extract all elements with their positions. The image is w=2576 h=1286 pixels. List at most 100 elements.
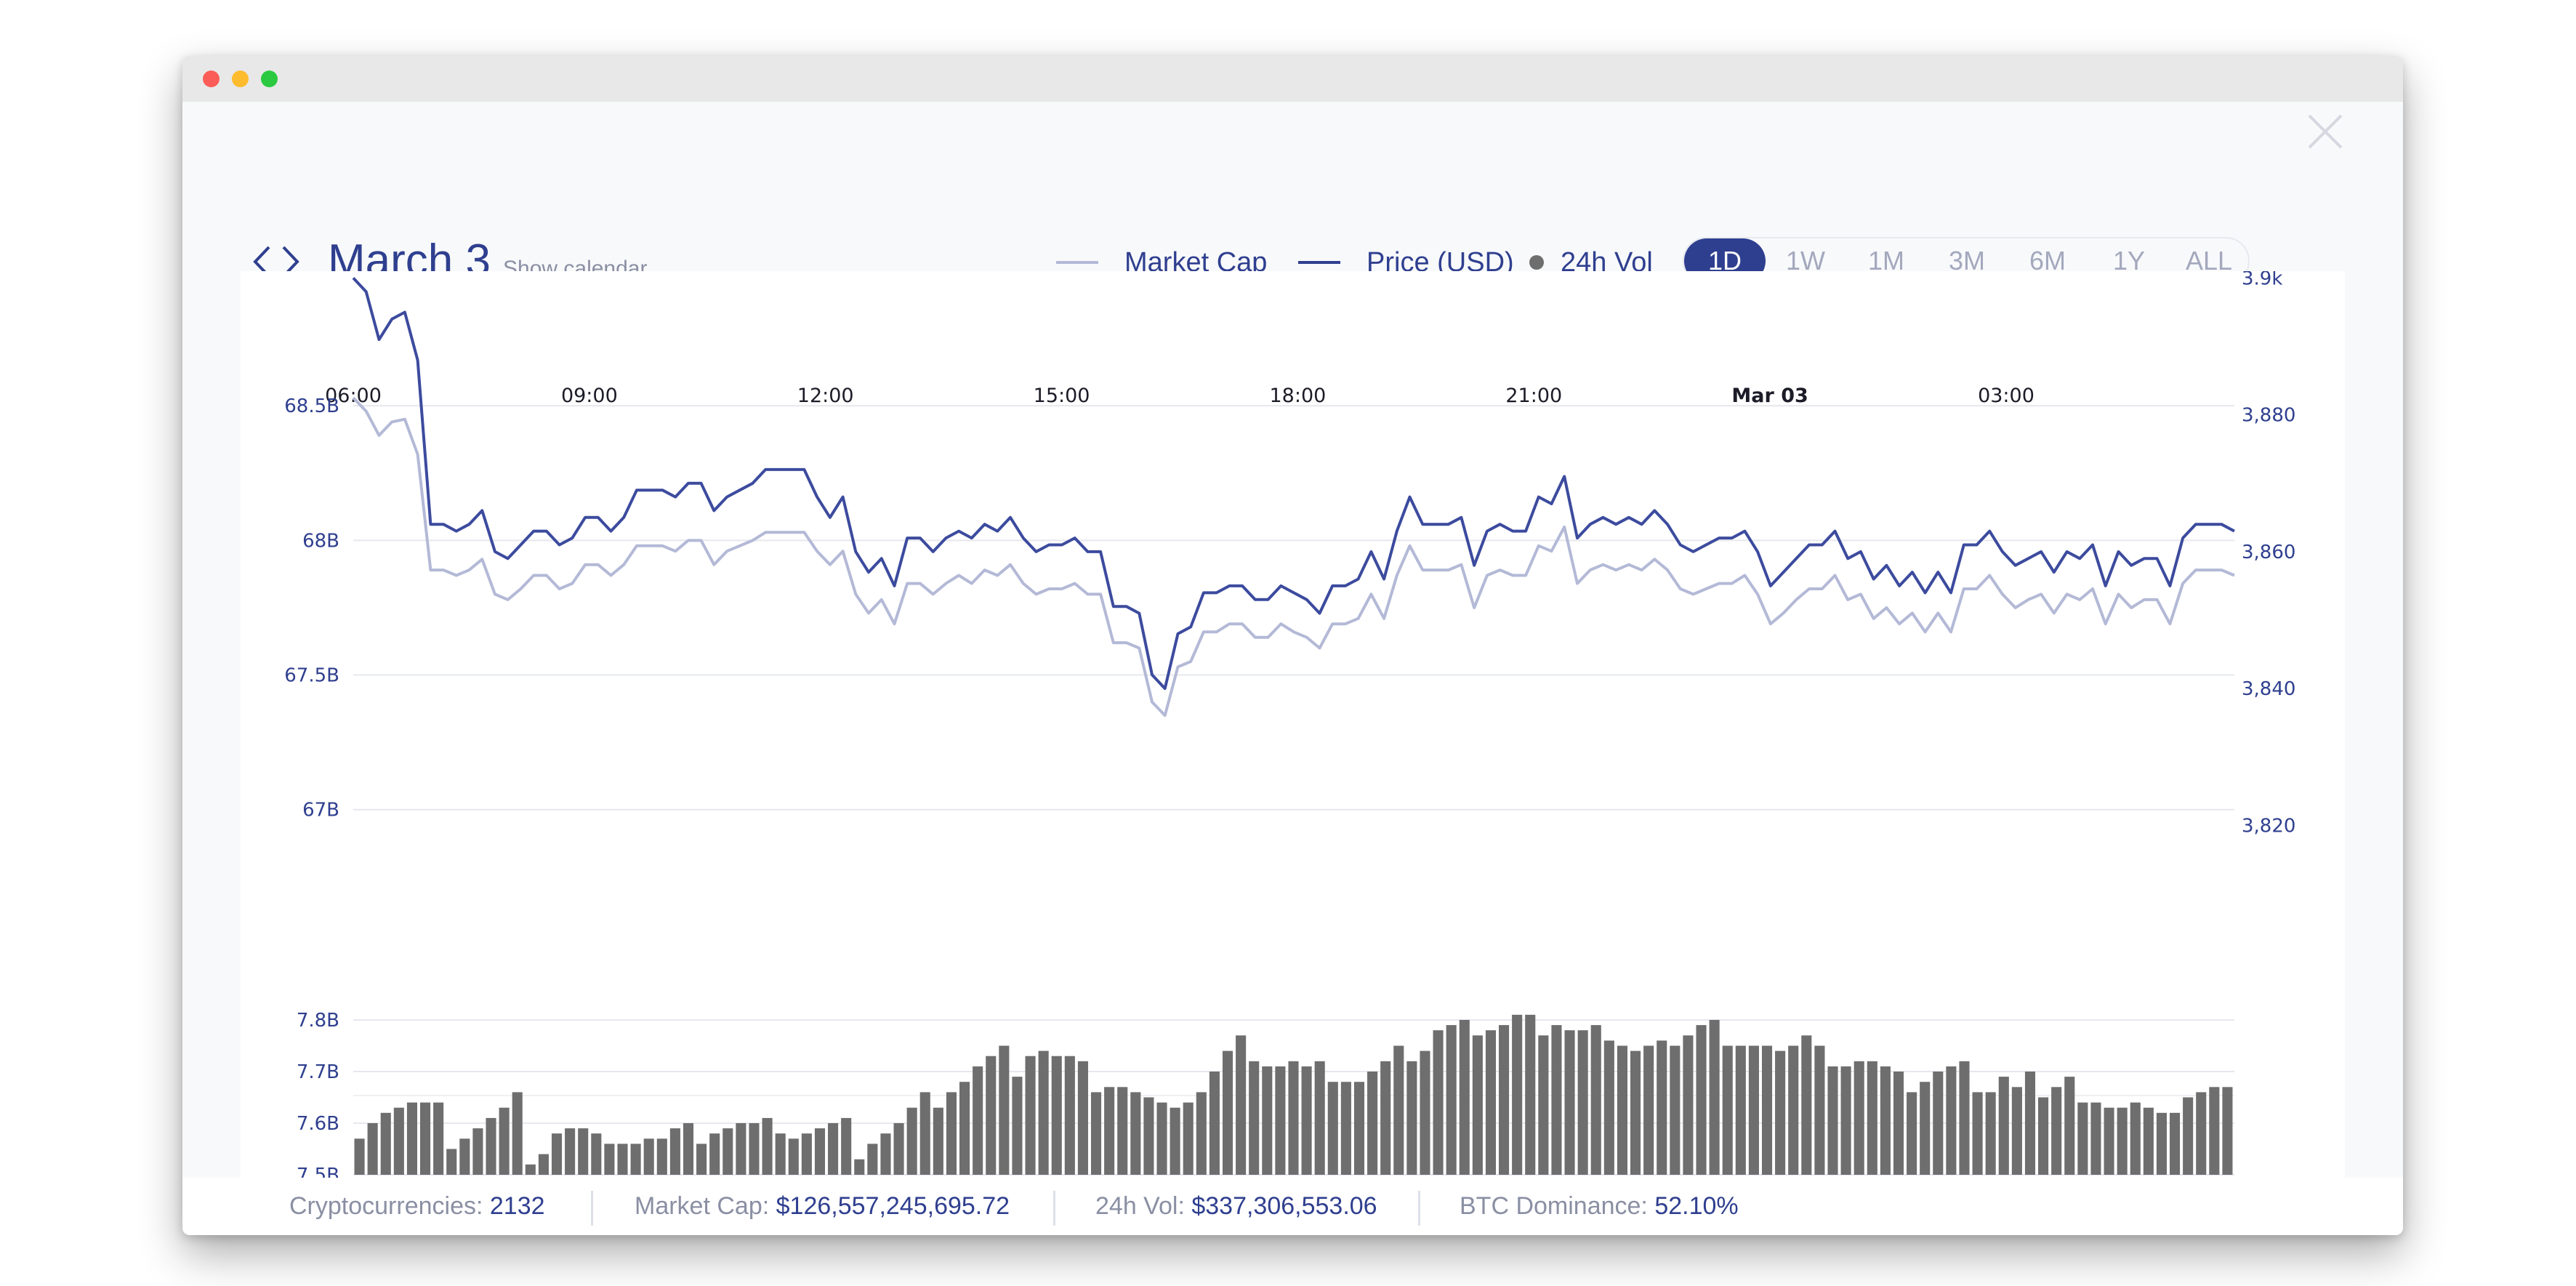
volume-bar — [393, 1107, 404, 1175]
volume-axis-label: 7.8B — [297, 1010, 339, 1032]
volume-bar — [1393, 1045, 1404, 1175]
volume-bar — [1696, 1025, 1707, 1175]
volume-bar — [2104, 1107, 2114, 1175]
price-chart[interactable]: 06:00 09:00 12:00 15:00 18:00 21:00 Mar 03 03:0… — [241, 271, 2345, 1235]
volume-bar — [1972, 1092, 1983, 1175]
volume-bar — [1380, 1061, 1391, 1175]
volume-bar — [1893, 1072, 1904, 1175]
volume-bar — [499, 1107, 510, 1175]
divider — [1418, 1191, 1420, 1226]
volume-bar — [1077, 1061, 1088, 1175]
global-stats-bar: Cryptocurrencies: 2132 Market Cap: $126,… — [182, 1178, 2403, 1235]
volume-bar — [1643, 1045, 1654, 1175]
volume-bar — [999, 1045, 1010, 1175]
volume-bar — [1525, 1014, 1536, 1175]
stat-label: Market Cap: — [635, 1192, 770, 1220]
volume-bar — [1840, 1066, 1851, 1175]
x-tick-label: 03:00 — [1978, 385, 2034, 407]
volume-bar — [1512, 1014, 1523, 1175]
volume-bar — [1603, 1040, 1614, 1175]
range-1m-button[interactable]: 1M — [1867, 246, 1904, 276]
volume-bar — [906, 1107, 917, 1175]
volume-bar — [1353, 1082, 1365, 1175]
volume-bar — [2024, 1072, 2036, 1175]
range-6m-button[interactable]: 6M — [2029, 246, 2066, 276]
chart-card: 06:00 09:00 12:00 15:00 18:00 21:00 Mar 03 03:0… — [241, 271, 2345, 1235]
volume-bar — [433, 1102, 444, 1175]
volume-bar — [406, 1102, 417, 1175]
stat-value: $337,306,553.06 — [1191, 1192, 1377, 1220]
right-axis-label: 3,860 — [2242, 542, 2295, 563]
volume-bar — [762, 1117, 773, 1175]
volume-bar — [933, 1107, 943, 1175]
volume-bar — [486, 1117, 496, 1175]
volume-bar — [512, 1092, 523, 1175]
volume-bar — [880, 1133, 891, 1175]
volume-bar — [551, 1133, 563, 1175]
volume-bar — [1735, 1045, 1746, 1175]
volume-bar — [1249, 1061, 1260, 1175]
close-window-dot[interactable] — [203, 71, 220, 87]
volume-bar — [1907, 1092, 1917, 1175]
range-1w-button[interactable]: 1W — [1786, 246, 1825, 276]
volume-bar — [1064, 1056, 1075, 1175]
volume-bar — [1130, 1092, 1141, 1175]
volume-bar — [1051, 1056, 1062, 1175]
divider — [1053, 1191, 1055, 1226]
close-icon[interactable] — [2303, 110, 2347, 153]
volume-bar — [1880, 1066, 1891, 1175]
stat-btc-dominance: BTC Dominance: 52.10% — [1460, 1178, 1739, 1235]
volume-bar — [1577, 1030, 1588, 1175]
app-window: March 3 Show calendar Market Cap Price (… — [182, 56, 2403, 1235]
volume-bar — [1538, 1035, 1549, 1175]
volume-bar — [354, 1138, 365, 1175]
volume-bar — [1170, 1107, 1180, 1175]
volume-bar — [1985, 1092, 1996, 1175]
volume-bar — [538, 1154, 549, 1175]
volume-bar — [656, 1138, 667, 1175]
stat-value: 2132 — [489, 1192, 545, 1220]
volume-bar — [1499, 1025, 1510, 1175]
volume-bar — [854, 1159, 865, 1175]
left-axis-label: 68B — [302, 530, 339, 552]
volume-bar — [604, 1144, 615, 1175]
volume-bar — [1827, 1066, 1838, 1175]
price-line — [352, 277, 2235, 691]
volume-bar — [1183, 1102, 1194, 1175]
volume-bar — [630, 1144, 641, 1175]
volume-bar — [1630, 1050, 1641, 1175]
volume-bar — [525, 1164, 536, 1175]
zoom-window-dot[interactable] — [261, 71, 278, 87]
volume-bar — [1722, 1045, 1733, 1175]
volume-bar — [867, 1144, 878, 1175]
volume-bar — [1367, 1072, 1378, 1175]
volume-bar — [959, 1082, 970, 1175]
volume-bar — [749, 1123, 760, 1175]
volume-bar — [736, 1123, 746, 1175]
volume-bar — [643, 1138, 654, 1175]
volume-bar — [1801, 1035, 1812, 1175]
range-1y-button[interactable]: 1Y — [2112, 246, 2146, 276]
volume-bar — [1472, 1035, 1483, 1175]
volume-bar — [1590, 1025, 1601, 1175]
volume-bar — [1551, 1025, 1562, 1175]
volume-bar — [1327, 1082, 1338, 1175]
minimize-window-dot[interactable] — [232, 71, 249, 87]
legend-line-icon — [1056, 261, 1098, 264]
volume-bar — [2090, 1102, 2101, 1175]
volume-bar — [1683, 1035, 1694, 1175]
volume-bar — [986, 1056, 997, 1175]
volume-bar — [1814, 1045, 1825, 1175]
volume-bar — [1012, 1077, 1023, 1175]
x-tick-label: 06:00 — [325, 385, 382, 407]
volume-bar — [1222, 1050, 1233, 1175]
volume-bar — [2077, 1102, 2088, 1175]
volume-bar — [946, 1092, 957, 1175]
range-all-button[interactable]: ALL — [2185, 246, 2233, 276]
x-tick-label: 21:00 — [1505, 385, 1562, 407]
volume-bar — [1920, 1082, 1931, 1175]
volume-bar — [2143, 1107, 2154, 1175]
range-3m-button[interactable]: 3M — [1948, 246, 1985, 276]
volume-bar — [459, 1138, 470, 1175]
x-tick-label: 18:00 — [1270, 385, 1327, 407]
